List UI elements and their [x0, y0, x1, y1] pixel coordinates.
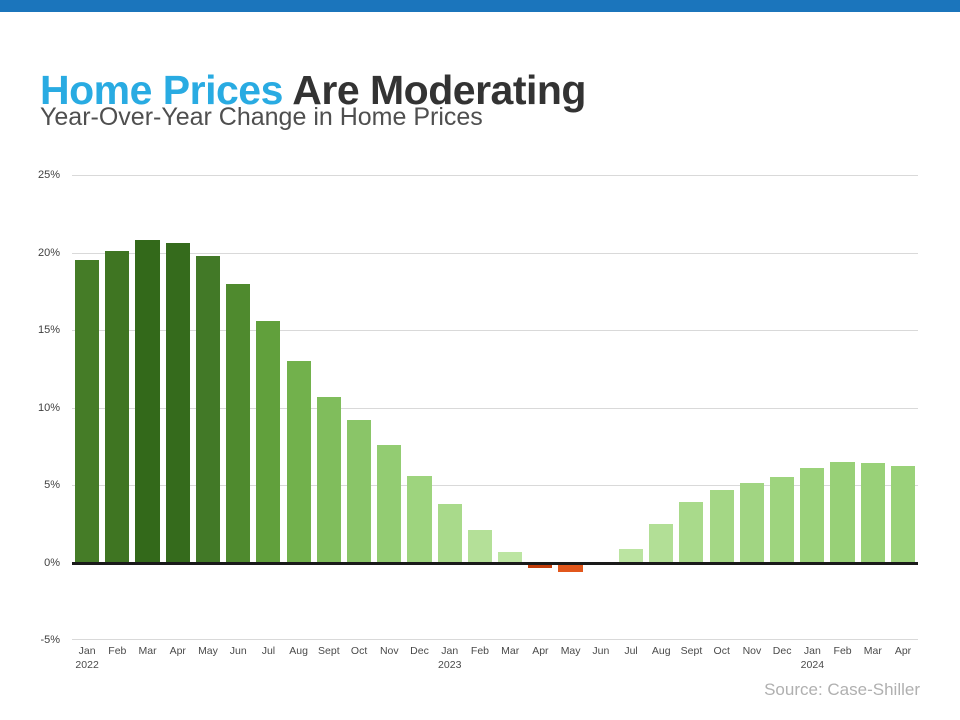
x-tick-label: Sept	[680, 645, 703, 657]
bar	[437, 503, 462, 563]
x-tick-label: Dec	[410, 645, 429, 657]
x-tick-label: Jun	[229, 645, 247, 657]
x-tick-label: Jan 2022	[72, 645, 102, 672]
gridline	[72, 175, 918, 176]
y-tick-label: 0%	[44, 556, 60, 569]
bar	[256, 320, 281, 563]
gridline	[72, 639, 918, 640]
x-tick-label: Jan 2024	[797, 645, 827, 672]
x-tick-label: Oct	[350, 645, 368, 657]
bar	[709, 489, 734, 563]
bar	[769, 477, 795, 563]
x-tick-label: Mar	[863, 645, 882, 657]
bar	[890, 466, 915, 563]
bar	[75, 260, 100, 563]
x-tick-label: Feb	[108, 645, 127, 657]
x-tick-label: Jul	[624, 645, 638, 657]
source-credit: Source: Case-Shiller	[764, 680, 920, 699]
bar	[135, 240, 160, 563]
bar	[528, 564, 553, 568]
x-tick-label: Dec	[772, 645, 792, 657]
y-tick-label: 25%	[37, 169, 60, 181]
bar	[618, 548, 644, 563]
top-accent-bar	[0, 0, 960, 12]
bar	[407, 475, 432, 563]
x-tick-label: Mar	[501, 645, 520, 657]
gridline	[72, 252, 918, 254]
bar	[316, 396, 341, 563]
x-tick-label: May	[560, 645, 581, 657]
title-text: Are Moderating	[282, 67, 586, 114]
title-highlight: Home Prices	[40, 67, 283, 114]
gridline	[72, 330, 918, 331]
page-title: Home Prices Are Moderating	[40, 67, 586, 114]
bar	[195, 255, 221, 563]
x-tick-label: Apr	[894, 645, 912, 657]
x-tick-label: Jan 2023	[435, 645, 465, 672]
y-tick-label: 15%	[37, 324, 60, 336]
bar	[498, 551, 523, 563]
x-tick-label: Oct	[713, 645, 730, 657]
bar	[165, 243, 190, 563]
y-axis-labels: 25% 20% 15% 10% 5% 0% -5%	[0, 169, 66, 646]
x-tick-label: Apr	[532, 645, 549, 657]
x-tick-label: Jun	[592, 645, 610, 657]
x-year-label: 2023	[438, 658, 462, 671]
x-tick-label: Nov	[742, 645, 762, 657]
plot-area	[72, 175, 918, 640]
x-tick-label: Apr	[169, 645, 186, 657]
y-tick-label: -5%	[40, 634, 60, 646]
y-tick-label: 5%	[44, 479, 60, 491]
bar	[286, 361, 311, 563]
x-tick-label: Jul	[261, 645, 276, 657]
x-year-label: 2022	[75, 658, 99, 671]
x-tick-label: Nov	[379, 645, 399, 657]
bar	[679, 502, 704, 563]
bar	[226, 283, 251, 563]
x-tick-label: Sept	[318, 645, 340, 657]
x-axis-labels: Jan 2022 Feb Mar Apr May Jun Jul Aug Sept Oct Nov De…	[72, 645, 918, 672]
bar	[346, 419, 372, 563]
gridline	[72, 407, 918, 409]
bar	[649, 523, 674, 563]
bar	[800, 467, 825, 563]
bar	[830, 461, 855, 563]
bar	[860, 463, 885, 563]
x-tick-label: Aug	[289, 645, 308, 657]
x-tick-label: Aug	[651, 645, 671, 657]
zero-axis-line	[72, 561, 918, 565]
x-tick-label: Feb	[470, 645, 489, 657]
x-year-label: 2024	[800, 658, 825, 671]
chart-subtitle: Year-Over-Year Change in Home Prices	[40, 103, 483, 131]
bar	[739, 483, 764, 563]
bar	[558, 564, 583, 573]
bar	[105, 250, 130, 563]
x-tick-label: Feb	[833, 645, 852, 657]
y-tick-label: 20%	[37, 246, 60, 259]
gridline	[72, 485, 918, 486]
y-tick-label: 10%	[37, 401, 60, 414]
bar	[467, 529, 492, 563]
x-tick-label: Mar	[138, 645, 157, 657]
bar	[377, 444, 402, 563]
x-tick-label: May	[198, 645, 218, 657]
